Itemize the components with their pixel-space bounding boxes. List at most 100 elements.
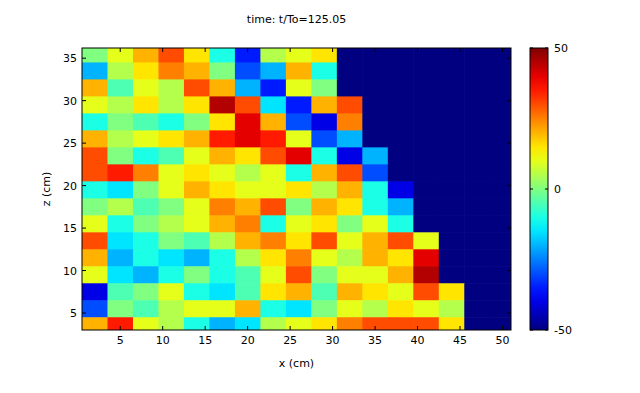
- cell: [107, 48, 133, 63]
- x-tick: [417, 48, 418, 52]
- cell: [337, 249, 363, 267]
- chart: 51015202530354045505101520253035-50050ti…: [0, 0, 640, 393]
- cell: [464, 317, 490, 330]
- cell: [464, 164, 490, 182]
- cell: [286, 79, 312, 97]
- cell: [82, 48, 108, 63]
- cell: [413, 48, 439, 63]
- cell: [490, 181, 511, 199]
- cell: [235, 79, 261, 97]
- cell: [235, 96, 261, 114]
- cell: [235, 317, 261, 330]
- cell: [311, 283, 337, 301]
- cell: [439, 232, 465, 250]
- cell: [311, 48, 337, 63]
- cell: [362, 96, 388, 114]
- cell: [209, 232, 235, 250]
- cell: [235, 198, 261, 216]
- x-tick-label: 50: [496, 334, 510, 347]
- cell: [133, 181, 159, 199]
- cell: [286, 215, 312, 233]
- x-tick: [502, 48, 503, 52]
- y-tick: [507, 313, 511, 314]
- cell: [337, 164, 363, 182]
- cell: [337, 48, 363, 63]
- cell: [311, 249, 337, 267]
- cell: [388, 79, 414, 97]
- cell: [107, 62, 133, 80]
- x-tick: [205, 48, 206, 52]
- cell: [235, 232, 261, 250]
- x-tick-label: 15: [198, 334, 212, 347]
- cell: [133, 113, 159, 131]
- y-tick: [507, 58, 511, 59]
- cell: [388, 113, 414, 131]
- cell: [235, 266, 261, 284]
- cell: [260, 232, 286, 250]
- cell: [362, 266, 388, 284]
- cell: [413, 232, 439, 250]
- cell: [464, 79, 490, 97]
- cell: [133, 147, 159, 165]
- x-tick: [332, 326, 333, 330]
- cell: [209, 266, 235, 284]
- cell: [413, 164, 439, 182]
- cell: [311, 79, 337, 97]
- cell: [362, 164, 388, 182]
- cell: [311, 317, 337, 330]
- cell: [235, 113, 261, 131]
- x-tick: [460, 48, 461, 52]
- cell: [464, 232, 490, 250]
- cell: [490, 113, 511, 131]
- cell: [133, 266, 159, 284]
- x-tick: [375, 326, 376, 330]
- cell: [133, 164, 159, 182]
- cell: [133, 96, 159, 114]
- cell: [107, 300, 133, 318]
- y-tick: [507, 270, 511, 271]
- cell: [464, 130, 490, 148]
- cell: [337, 130, 363, 148]
- cell: [158, 249, 184, 267]
- cell: [260, 113, 286, 131]
- colorbar-tick: [530, 48, 533, 49]
- cell: [82, 164, 108, 182]
- cell: [107, 164, 133, 182]
- cell: [490, 232, 511, 250]
- cell: [413, 130, 439, 148]
- cell: [337, 283, 363, 301]
- colorbar-tick-label: -50: [554, 324, 572, 337]
- x-tick: [205, 326, 206, 330]
- cell: [209, 164, 235, 182]
- x-axis-label: x (cm): [279, 357, 314, 370]
- cell: [235, 283, 261, 301]
- cell: [82, 317, 108, 330]
- cell: [464, 249, 490, 267]
- cell: [82, 266, 108, 284]
- cell: [107, 317, 133, 330]
- cell: [413, 62, 439, 80]
- cell: [439, 249, 465, 267]
- cell: [388, 317, 414, 330]
- cell: [464, 147, 490, 165]
- cell: [260, 249, 286, 267]
- cell: [209, 96, 235, 114]
- cell: [235, 181, 261, 199]
- cell: [362, 130, 388, 148]
- cell: [388, 266, 414, 284]
- cell: [158, 266, 184, 284]
- colorbar-tick-label: 50: [554, 42, 568, 55]
- cell: [107, 215, 133, 233]
- cell: [209, 147, 235, 165]
- x-tick: [162, 48, 163, 52]
- cell: [388, 48, 414, 63]
- cell: [209, 79, 235, 97]
- cell: [133, 300, 159, 318]
- cell: [362, 300, 388, 318]
- cell: [82, 232, 108, 250]
- x-tick-label: 35: [368, 334, 382, 347]
- cell: [413, 113, 439, 131]
- cell: [413, 96, 439, 114]
- cell: [464, 283, 490, 301]
- cell: [184, 130, 210, 148]
